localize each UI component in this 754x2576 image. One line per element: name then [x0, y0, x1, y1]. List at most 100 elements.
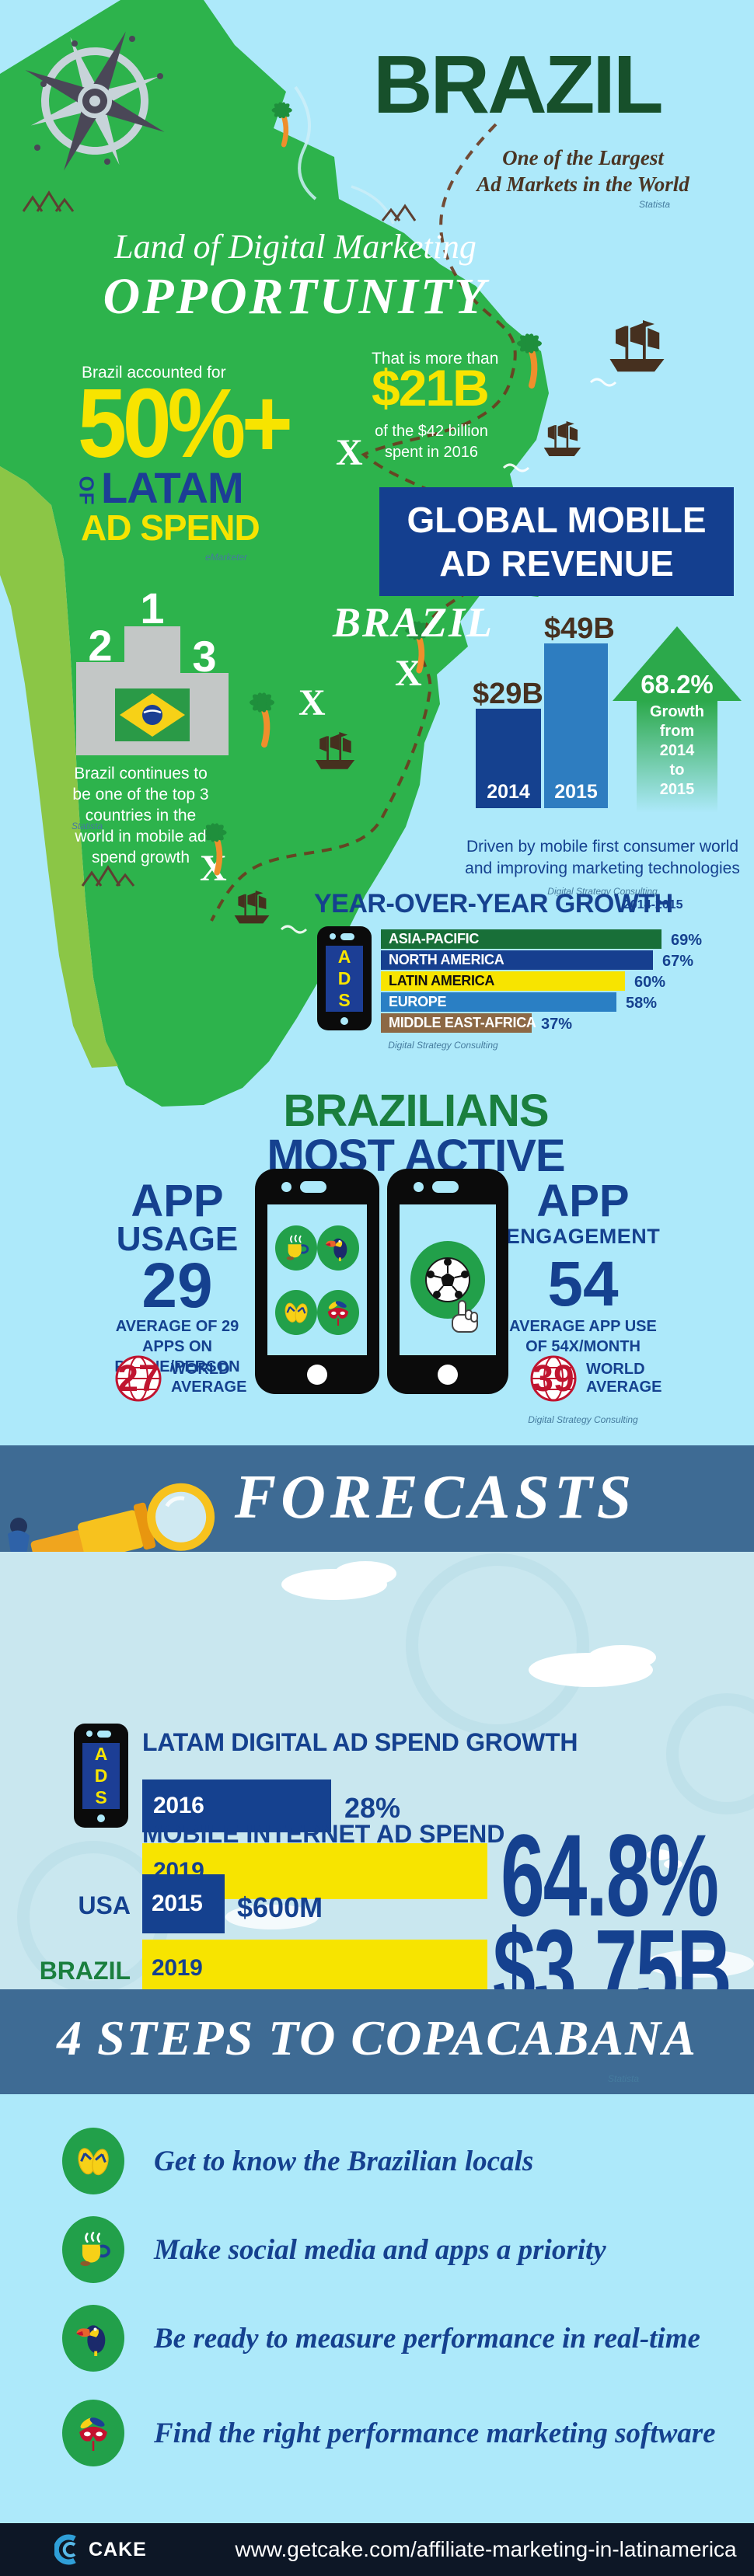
- usage-word-app: APP: [131, 1176, 224, 1226]
- yoy-title: YEAR-OVER-YEAR GROWTH: [314, 889, 673, 919]
- usage-caption: AVERAGE OF 29 APPS ON PHONE/PERSON: [114, 1318, 240, 1375]
- latam-growth-2019-value: 64.8%: [501, 1810, 719, 1940]
- ads-phone-icon: ADS: [317, 926, 372, 1030]
- more-than-note: of the $42 billion spent in 2016: [375, 423, 488, 461]
- source-statista-podium: Statista: [72, 821, 103, 831]
- cake-logo-icon: [54, 2534, 76, 2565]
- forecast-clouds: [17, 1553, 754, 1989]
- global-revenue-box: GLOBAL MOBILE AD REVENUE: [379, 487, 734, 596]
- toucan-icon: [317, 1225, 359, 1271]
- yoy-pct-asia-pacific: 69%: [671, 932, 703, 949]
- soccer-app-circle: [410, 1241, 485, 1319]
- map-landmass: [0, 0, 558, 1107]
- step-text-3: Be ready to measure performance in real-…: [154, 2322, 700, 2355]
- tagline-line1: Land of Digital Marketing: [114, 228, 476, 266]
- engagement-word: ENGAGEMENT: [505, 1225, 661, 1248]
- x-marks: X X X X: [200, 432, 422, 889]
- yoy-pct-middle-east-africa: 37%: [541, 1016, 573, 1033]
- apps-phone: [255, 1169, 379, 1394]
- toucan-icon: [62, 2305, 124, 2372]
- source-dsc-yoy: Digital Strategy Consulting: [388, 1040, 498, 1051]
- revenue-2015-bar: 2015: [544, 643, 608, 808]
- mobile-usa-value: $600M: [237, 1891, 323, 1923]
- mobile-brazil-bar: 2019: [142, 1940, 487, 1997]
- source-emarketer: eMarketer: [205, 552, 248, 563]
- revenue-2014-label: 2014: [487, 781, 530, 803]
- flip-flops-icon: [62, 2128, 124, 2194]
- tagline-line2: OPPORTUNITY: [103, 268, 488, 325]
- mobile-usa-bar: 2015: [142, 1874, 225, 1933]
- engagement-world-value: 39: [532, 1358, 574, 1400]
- map-west-band: [0, 466, 118, 1068]
- svg-text:X: X: [395, 653, 422, 694]
- latam-growth-title: LATAM DIGITAL AD SPEND GROWTH: [142, 1728, 578, 1756]
- usage-world-label: WORLD AVERAGE: [171, 1361, 247, 1396]
- yoy-period: 2014-2015: [623, 898, 683, 912]
- compass-dots: [34, 36, 163, 165]
- cake-logo: CAKE: [54, 2534, 147, 2565]
- usage-world-average: 27 WORLD AVERAGE: [113, 1354, 257, 1403]
- cake-logo-text: CAKE: [89, 2538, 147, 2560]
- ads-phone-icon-forecast: ADS: [74, 1724, 128, 1828]
- step-row-4: Find the right performance marketing sof…: [62, 2398, 731, 2468]
- usage-world-value: 27: [117, 1358, 159, 1400]
- route-dashed-path: [210, 123, 517, 922]
- globe-icon: [530, 1355, 577, 1402]
- revenue-2015-label: 2015: [554, 781, 598, 803]
- compass-icon: [25, 31, 165, 171]
- step-row-1: Get to know the Brazilian locals: [62, 2126, 731, 2196]
- coffee-cup-icon: [62, 2216, 124, 2283]
- steps-title: 4 STEPS TO COPACABANA: [57, 2010, 697, 2065]
- flip-flops-icon: [275, 1289, 317, 1335]
- page-subtitle: One of the Largest Ad Markets in the Wor…: [476, 146, 689, 196]
- usage-value: 29: [141, 1250, 213, 1321]
- more-than-lead: That is more than: [372, 350, 499, 368]
- svg-text:X: X: [336, 432, 363, 473]
- mobile-brazil-label: BRAZIL: [39, 1957, 131, 1985]
- yoy-bar-middle-east-africa: MIDDLE EAST-AFRICA: [381, 1013, 536, 1033]
- revenue-2014-value: $29B: [473, 678, 543, 710]
- podium-rank-2: 2: [88, 621, 113, 670]
- source-dsc-revenue: Digital Strategy Consulting: [547, 886, 658, 897]
- latam-growth-bar-2016: 2016: [142, 1779, 331, 1832]
- carnival-mask-icon: [317, 1289, 359, 1335]
- ship-icon: [609, 320, 665, 372]
- mobile-usa-label: USA: [78, 1891, 131, 1919]
- soccer-phone: [387, 1169, 508, 1394]
- active-title-1: BRAZILIANS: [283, 1086, 549, 1136]
- footer-url[interactable]: www.getcake.com/affiliate-marketing-in-l…: [235, 2537, 737, 2561]
- yoy-pct-latin-america: 60%: [634, 974, 666, 991]
- yoy-bar-europe: EUROPE: [381, 992, 616, 1012]
- growth-arrow: 68.2% Growth from 2014 to 2015: [613, 626, 742, 813]
- yoy-bar-latin-america: LATIN AMERICA: [381, 971, 625, 991]
- step-text-1: Get to know the Brazilian locals: [154, 2145, 534, 2177]
- soccer-ball-icon: [425, 1257, 470, 1302]
- ads-phone-label: ADS: [334, 946, 355, 1012]
- revenue-note: Driven by mobile first consumer world an…: [465, 838, 740, 877]
- steps-band: [0, 1989, 754, 2094]
- more-than-amount: $21B: [372, 359, 490, 417]
- engagement-value: 54: [547, 1249, 619, 1319]
- usage-word-usage: USAGE: [116, 1220, 239, 1258]
- latam-share-stat: 50%+: [78, 368, 293, 478]
- step-row-2: Make social media and apps a priority: [62, 2215, 731, 2285]
- step-row-3: Be ready to measure performance in real-…: [62, 2303, 731, 2373]
- globe-icon: [115, 1355, 162, 1402]
- latam-spend-label: AD SPEND: [81, 507, 260, 548]
- svg-text:X: X: [298, 682, 326, 723]
- podium-rank-3: 3: [192, 632, 217, 681]
- brazil-map-illustration: X X X X: [0, 0, 665, 1107]
- footer-bar: CAKE www.getcake.com/affiliate-marketing…: [0, 2523, 754, 2576]
- source-dsc-active: Digital Strategy Consulting: [528, 1414, 638, 1425]
- growth-pct: 68.2%: [641, 670, 714, 699]
- yoy-bar-asia-pacific: ASIA-PACIFIC: [381, 929, 661, 949]
- latam-growth-2016-value: 28%: [344, 1792, 401, 1824]
- global-box-line2: AD REVENUE: [439, 543, 674, 584]
- page-title: BRAZIL: [373, 39, 664, 131]
- revenue-2014-bar: 2014: [476, 709, 541, 808]
- ship-icon: [543, 421, 581, 457]
- engagement-world-label: WORLD AVERAGE: [586, 1361, 662, 1396]
- latam-region-label: LATAM: [101, 463, 244, 512]
- podium-caption: Brazil continues to be one of the top 3 …: [72, 765, 209, 866]
